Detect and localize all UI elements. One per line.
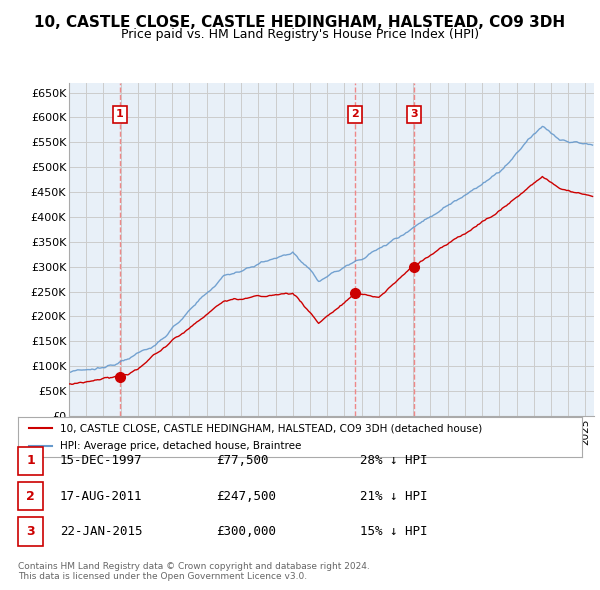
Text: 1: 1: [26, 454, 35, 467]
Text: 22-JAN-2015: 22-JAN-2015: [60, 525, 143, 538]
Text: 10, CASTLE CLOSE, CASTLE HEDINGHAM, HALSTEAD, CO9 3DH (detached house): 10, CASTLE CLOSE, CASTLE HEDINGHAM, HALS…: [60, 424, 482, 434]
Text: £300,000: £300,000: [216, 525, 276, 538]
Text: Contains HM Land Registry data © Crown copyright and database right 2024.
This d: Contains HM Land Registry data © Crown c…: [18, 562, 370, 581]
Text: £247,500: £247,500: [216, 490, 276, 503]
Text: 15-DEC-1997: 15-DEC-1997: [60, 454, 143, 467]
Text: £77,500: £77,500: [216, 454, 269, 467]
Text: 3: 3: [410, 109, 418, 119]
Text: 1: 1: [116, 109, 124, 119]
Text: 10, CASTLE CLOSE, CASTLE HEDINGHAM, HALSTEAD, CO9 3DH: 10, CASTLE CLOSE, CASTLE HEDINGHAM, HALS…: [34, 15, 566, 30]
Text: 15% ↓ HPI: 15% ↓ HPI: [360, 525, 427, 538]
Text: 17-AUG-2011: 17-AUG-2011: [60, 490, 143, 503]
Text: Price paid vs. HM Land Registry's House Price Index (HPI): Price paid vs. HM Land Registry's House …: [121, 28, 479, 41]
Text: HPI: Average price, detached house, Braintree: HPI: Average price, detached house, Brai…: [60, 441, 302, 451]
Text: 2: 2: [352, 109, 359, 119]
Text: 28% ↓ HPI: 28% ↓ HPI: [360, 454, 427, 467]
Text: 3: 3: [26, 525, 35, 538]
Text: 21% ↓ HPI: 21% ↓ HPI: [360, 490, 427, 503]
Text: 2: 2: [26, 490, 35, 503]
